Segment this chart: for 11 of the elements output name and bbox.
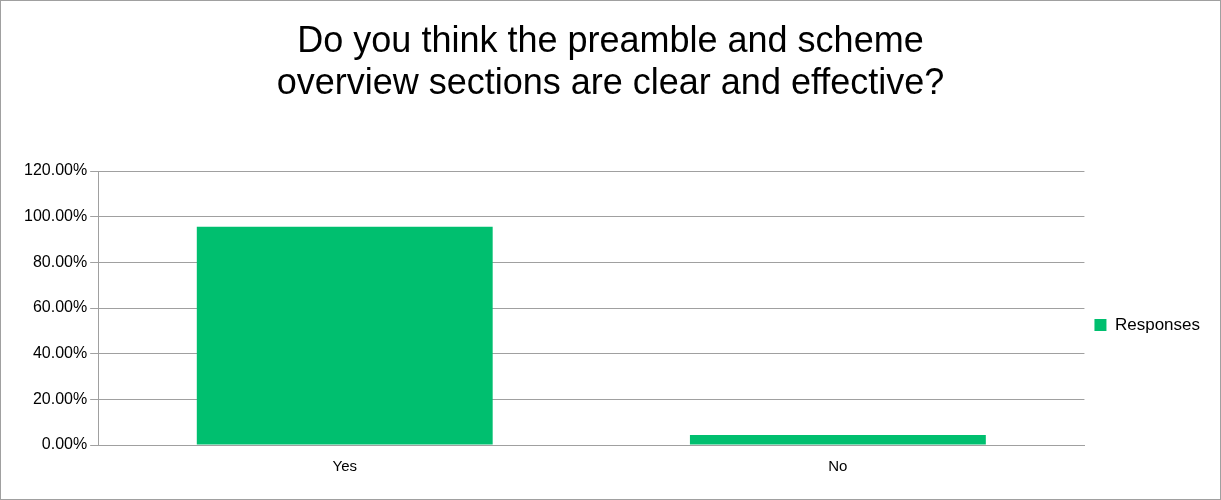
x-tick-label: No xyxy=(828,457,848,475)
y-tick-label: 120.00% xyxy=(23,161,88,179)
y-tick-label: 80.00% xyxy=(32,252,88,270)
y-tick-label: 0.00% xyxy=(41,435,88,453)
y-tick-label: 60.00% xyxy=(32,298,88,316)
y-tick-label: 40.00% xyxy=(32,344,88,362)
y-tick-label: 20.00% xyxy=(32,389,88,407)
x-tick-label: Yes xyxy=(332,457,357,475)
legend-label: Responses xyxy=(1114,314,1201,334)
chart-title: Do you think the preamble and scheme overview sections are clear and effective? xyxy=(275,19,946,103)
y-tick-label: 100.00% xyxy=(23,207,88,225)
